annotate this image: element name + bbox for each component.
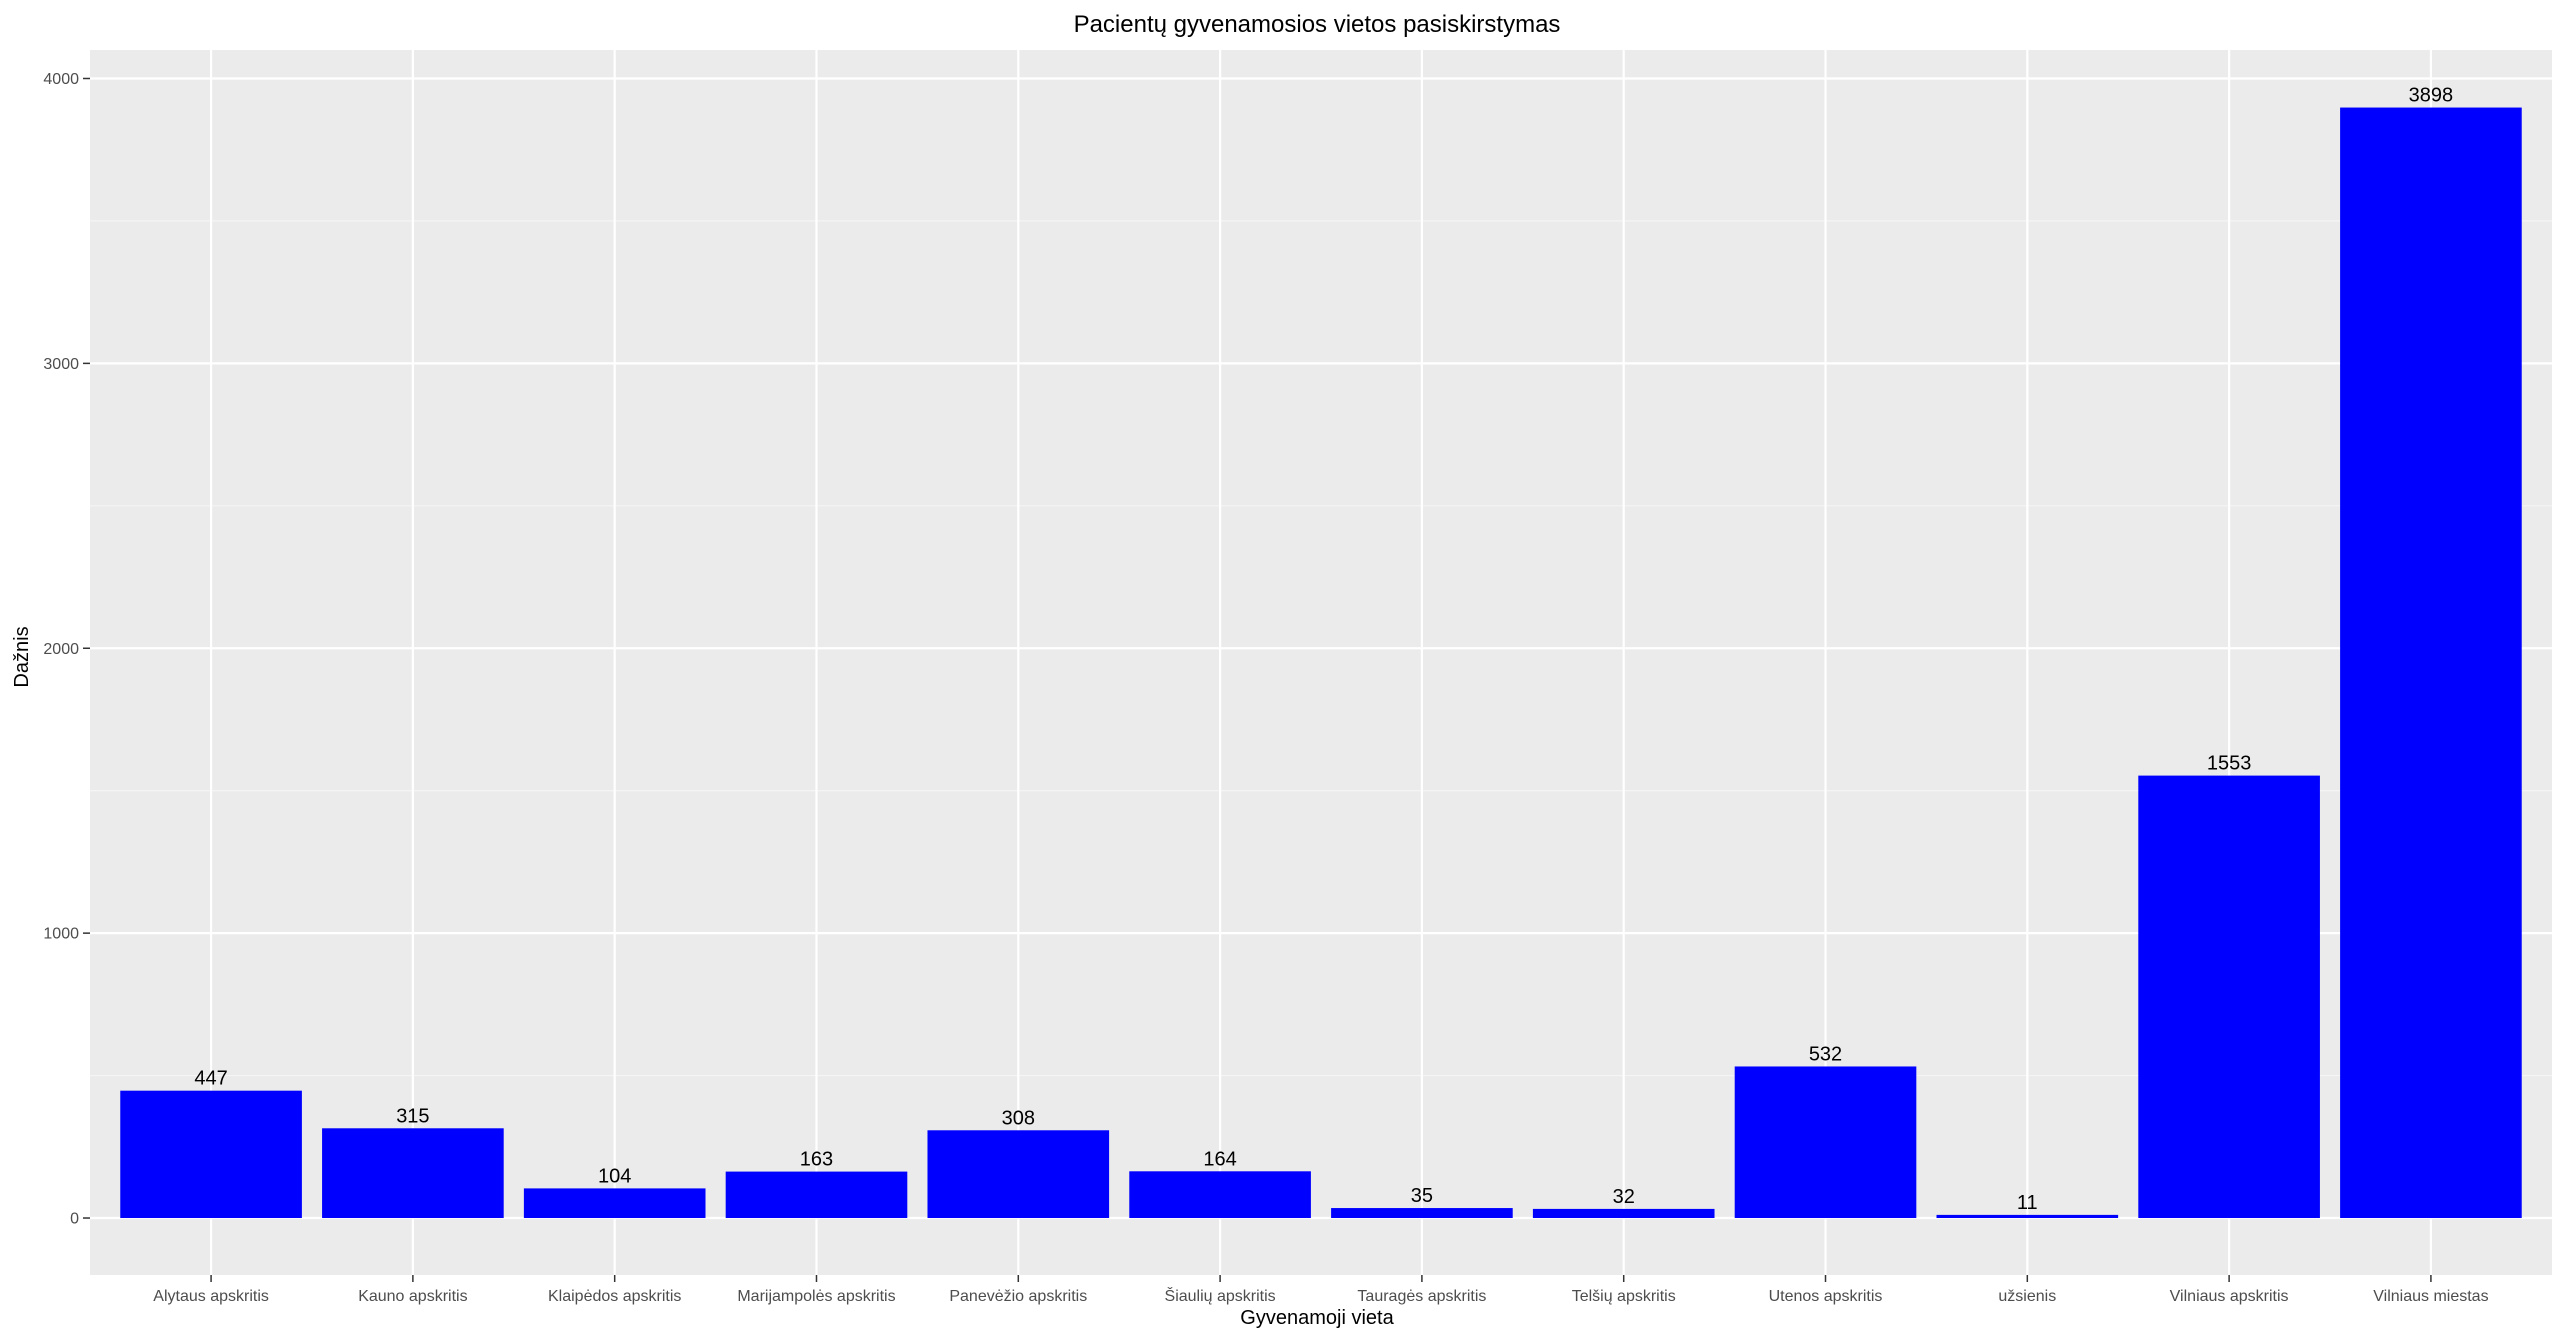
x-tick-label: Telšių apskritis bbox=[1572, 1288, 1676, 1305]
bar bbox=[523, 1188, 706, 1219]
data-label: 308 bbox=[1002, 1107, 1035, 1129]
x-tick-label: Vilniaus miestas bbox=[2373, 1288, 2488, 1305]
bar bbox=[1936, 1214, 2119, 1219]
data-label: 32 bbox=[1613, 1186, 1635, 1208]
data-label: 164 bbox=[1203, 1148, 1236, 1170]
x-tick-label: Utenos apskritis bbox=[1769, 1288, 1883, 1305]
x-tick-label: Marijampolės apskritis bbox=[737, 1288, 895, 1305]
x-tick-label: Šiaulių apskritis bbox=[1165, 1286, 1276, 1305]
chart-title: Pacientų gyvenamosios vietos pasiskirsty… bbox=[1074, 11, 1561, 38]
x-tick-label: Kauno apskritis bbox=[358, 1288, 467, 1305]
bar bbox=[927, 1130, 1110, 1219]
y-axis: 0 1000 2000 3000 4000 bbox=[43, 71, 90, 1228]
bar bbox=[2340, 107, 2522, 1219]
data-label: 35 bbox=[1411, 1185, 1433, 1207]
bars bbox=[120, 107, 2522, 1219]
bar bbox=[1734, 1066, 1917, 1219]
x-tick-label: Vilniaus apskritis bbox=[2170, 1288, 2289, 1305]
y-tick-label: 0 bbox=[70, 1211, 79, 1228]
bar bbox=[1129, 1171, 1311, 1219]
data-label: 1553 bbox=[2207, 753, 2252, 775]
y-tick-label: 4000 bbox=[43, 71, 79, 88]
data-label: 3898 bbox=[2409, 85, 2454, 107]
bar bbox=[120, 1090, 302, 1219]
data-label: 11 bbox=[2017, 1192, 2038, 1214]
x-tick-label: Alytaus apskritis bbox=[153, 1288, 269, 1305]
x-tick-label: Panevėžio apskritis bbox=[949, 1288, 1087, 1305]
bar bbox=[1331, 1208, 1513, 1219]
bar bbox=[322, 1128, 504, 1219]
y-tick-label: 1000 bbox=[43, 926, 79, 943]
bar bbox=[1532, 1208, 1715, 1219]
x-tick-label: Klaipėdos apskritis bbox=[548, 1288, 681, 1305]
data-label: 447 bbox=[194, 1068, 227, 1090]
x-axis-title: Gyvenamoji vieta bbox=[1240, 1307, 1394, 1329]
y-tick-label: 3000 bbox=[43, 356, 79, 373]
y-tick-label: 2000 bbox=[43, 641, 79, 658]
x-axis: Alytaus apskritis Kauno apskritis Klaipėdo… bbox=[153, 1275, 2489, 1305]
y-axis-title: Dažnis bbox=[11, 626, 33, 687]
x-tick-label: užsienis bbox=[1998, 1288, 2056, 1305]
data-labels: 447 315 104 163 308 164 35 32 532 11 1553 3898 bbox=[194, 85, 2453, 1214]
bar bbox=[2138, 775, 2320, 1219]
data-label: 315 bbox=[396, 1105, 429, 1127]
data-label: 163 bbox=[800, 1149, 833, 1171]
data-label: 532 bbox=[1809, 1043, 1842, 1065]
bar bbox=[725, 1171, 908, 1219]
x-tick-label: Tauragės apskritis bbox=[1357, 1288, 1486, 1305]
data-label: 104 bbox=[598, 1165, 631, 1187]
